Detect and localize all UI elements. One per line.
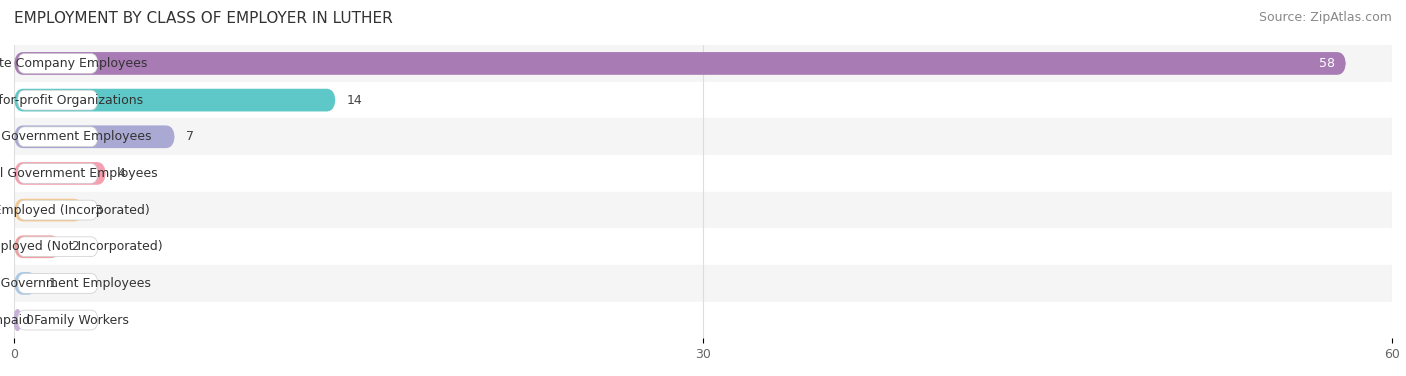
Text: EMPLOYMENT BY CLASS OF EMPLOYER IN LUTHER: EMPLOYMENT BY CLASS OF EMPLOYER IN LUTHE… <box>14 11 392 26</box>
FancyBboxPatch shape <box>17 90 98 110</box>
FancyBboxPatch shape <box>14 235 60 258</box>
Text: Self-Employed (Not Incorporated): Self-Employed (Not Incorporated) <box>0 240 163 253</box>
Text: 0: 0 <box>25 314 34 327</box>
Bar <box>14 82 1392 118</box>
Text: Local Government Employees: Local Government Employees <box>0 277 150 290</box>
FancyBboxPatch shape <box>14 162 105 185</box>
Bar <box>14 155 1392 192</box>
FancyBboxPatch shape <box>17 200 98 220</box>
FancyBboxPatch shape <box>17 164 98 183</box>
Text: State Government Employees: State Government Employees <box>0 130 152 143</box>
FancyBboxPatch shape <box>14 309 21 331</box>
Text: Federal Government Employees: Federal Government Employees <box>0 167 157 180</box>
FancyBboxPatch shape <box>14 199 83 221</box>
Bar <box>14 118 1392 155</box>
Text: 7: 7 <box>186 130 194 143</box>
Bar <box>14 229 1392 265</box>
Bar <box>14 192 1392 229</box>
Text: 14: 14 <box>347 94 363 107</box>
Text: Not-for-profit Organizations: Not-for-profit Organizations <box>0 94 143 107</box>
Text: 2: 2 <box>72 240 79 253</box>
Bar <box>14 302 1392 338</box>
FancyBboxPatch shape <box>17 53 98 73</box>
FancyBboxPatch shape <box>14 272 37 295</box>
Text: 3: 3 <box>94 203 103 217</box>
Bar <box>14 265 1392 302</box>
FancyBboxPatch shape <box>17 273 98 293</box>
FancyBboxPatch shape <box>17 127 98 147</box>
Text: Unpaid Family Workers: Unpaid Family Workers <box>0 314 129 327</box>
Text: Self-Employed (Incorporated): Self-Employed (Incorporated) <box>0 203 149 217</box>
Text: Source: ZipAtlas.com: Source: ZipAtlas.com <box>1258 11 1392 24</box>
FancyBboxPatch shape <box>17 310 98 330</box>
FancyBboxPatch shape <box>14 126 174 148</box>
Bar <box>14 45 1392 82</box>
FancyBboxPatch shape <box>17 237 98 257</box>
FancyBboxPatch shape <box>14 89 336 111</box>
Text: 1: 1 <box>48 277 56 290</box>
Text: 4: 4 <box>118 167 125 180</box>
Text: Private Company Employees: Private Company Employees <box>0 57 148 70</box>
FancyBboxPatch shape <box>14 52 1346 75</box>
Text: 58: 58 <box>1319 57 1334 70</box>
